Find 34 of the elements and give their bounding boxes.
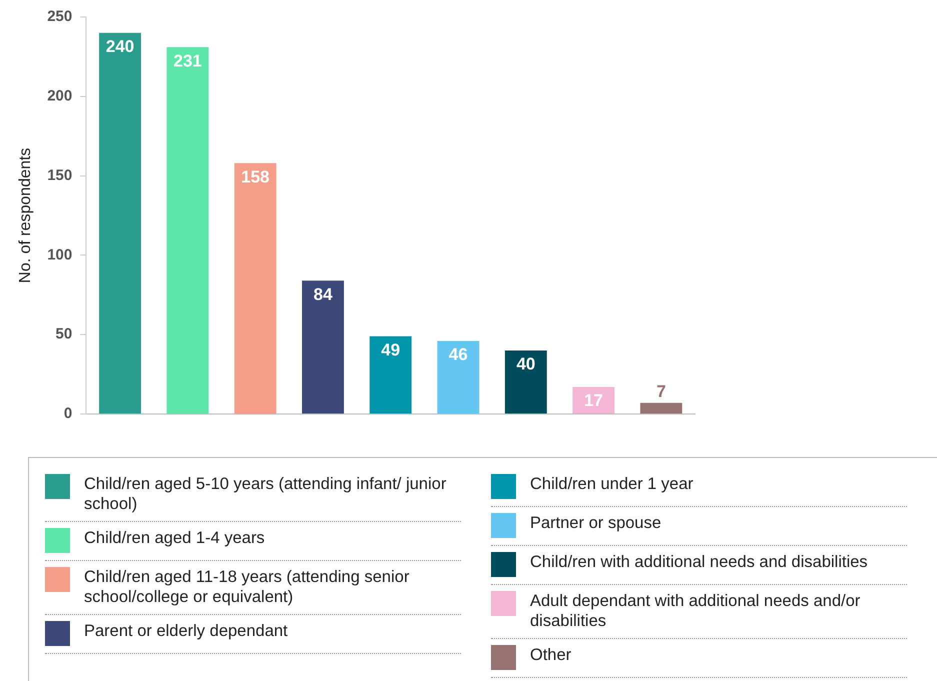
y-tick-label: 50 <box>56 326 72 343</box>
data-label: 49 <box>381 340 400 360</box>
legend-label: Child/ren with additional needs and disabilities <box>530 552 868 572</box>
y-tick-label: 200 <box>47 88 72 105</box>
bar <box>166 47 209 414</box>
data-label: 158 <box>241 167 270 186</box>
bar <box>99 32 142 414</box>
legend-label: Child/ren aged 11-18 years (attending senior school/college or equivalent) <box>84 567 410 607</box>
y-tick-label: 150 <box>47 166 72 184</box>
data-label: 7 <box>656 382 666 402</box>
data-label: 46 <box>448 345 468 364</box>
bar <box>370 336 412 414</box>
legend-label: Child/ren under 1 year <box>530 474 694 494</box>
data-label: 40 <box>516 354 536 374</box>
data-label: 84 <box>314 284 333 304</box>
y-tick-label: 0 <box>64 405 72 422</box>
data-label: 231 <box>174 51 202 70</box>
legend-label: Child/ren aged 5-10 years (attending infant/ junior school) <box>84 474 448 514</box>
legend-label: Parent or elderly dependant <box>84 621 288 641</box>
bar <box>437 340 480 414</box>
bar <box>234 163 276 414</box>
data-label: 240 <box>106 37 134 56</box>
data-label: 17 <box>584 391 603 410</box>
y-tick-label: 100 <box>47 246 72 264</box>
legend-label: Other <box>530 645 572 665</box>
legend-label: Adult dependant with additional needs and/or disabilities <box>530 591 862 631</box>
legend-label: Child/ren aged 1-4 years <box>84 528 265 548</box>
legend-label: Partner or spouse <box>530 513 662 533</box>
bar <box>302 280 344 414</box>
bar <box>640 402 682 414</box>
y-tick-label: 250 <box>47 8 72 26</box>
y-axis-title: No. of respondents <box>17 148 34 284</box>
bar <box>504 350 547 414</box>
bar <box>572 387 615 414</box>
